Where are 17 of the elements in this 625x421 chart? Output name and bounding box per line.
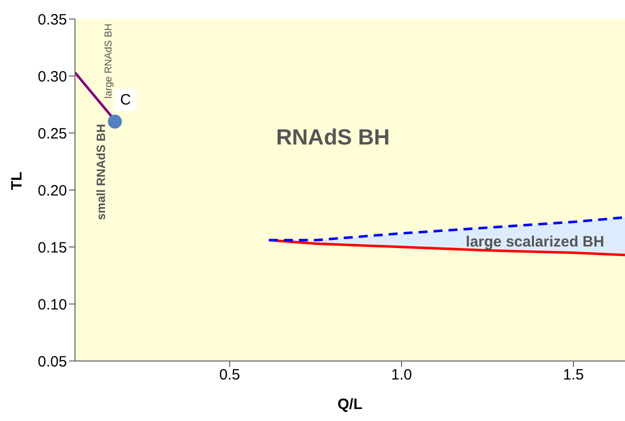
x-tick-label: 1.0 bbox=[391, 366, 412, 384]
annotation: large scalarized BH bbox=[466, 234, 604, 250]
y-tick-label: 0.30 bbox=[38, 68, 67, 86]
y-tick-label: 0.35 bbox=[38, 11, 67, 28]
y-tick-label: 0.15 bbox=[38, 239, 67, 256]
y-tick-label: 0.25 bbox=[38, 125, 67, 142]
y-tick-label: 0.20 bbox=[38, 182, 67, 200]
annotation: C bbox=[120, 91, 132, 108]
annotation: RNAdS BH bbox=[276, 124, 390, 150]
y-axis-title: TL bbox=[8, 172, 26, 190]
annotation: small RNAdS BH bbox=[94, 124, 108, 220]
annotation: large RNAdS BH bbox=[104, 23, 114, 99]
y-tick-label: 0.10 bbox=[38, 296, 67, 314]
y-tick-label: 0.05 bbox=[38, 353, 67, 370]
x-tick-label: 1.5 bbox=[563, 366, 584, 384]
x-axis-title: Q/L bbox=[338, 396, 362, 413]
x-tick-label: 0.5 bbox=[219, 366, 240, 384]
